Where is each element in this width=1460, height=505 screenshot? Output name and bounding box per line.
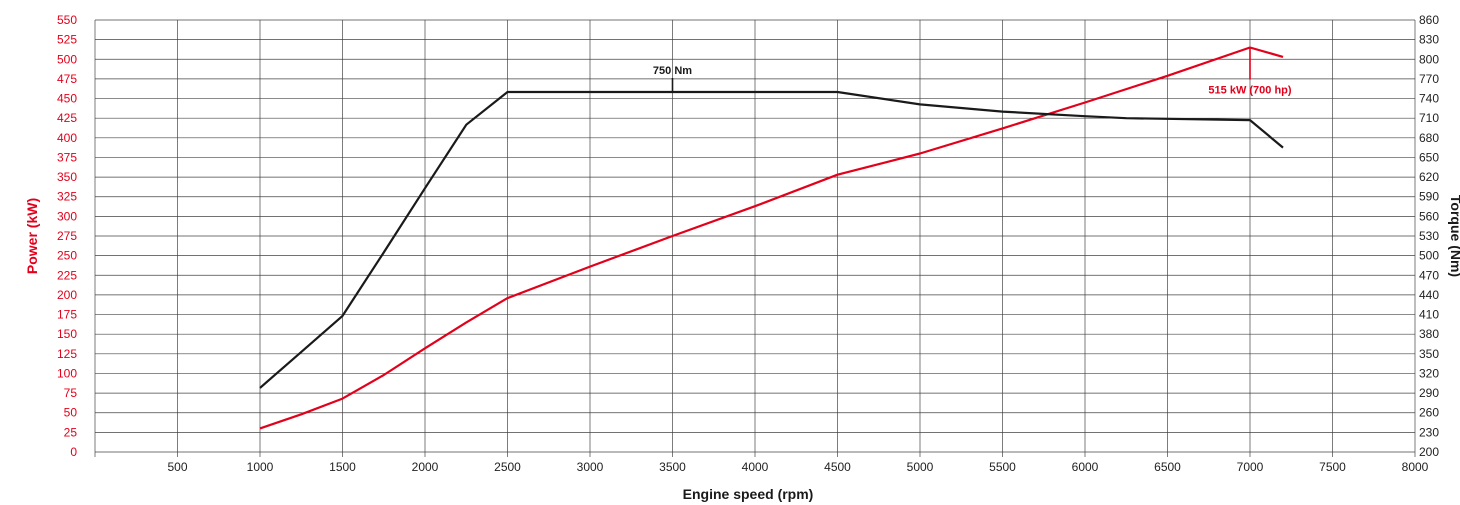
right-tick-label: 530	[1419, 229, 1439, 243]
right-tick-label: 260	[1419, 406, 1439, 420]
x-tick-label: 7000	[1237, 460, 1264, 474]
x-tick-label: 4500	[824, 460, 851, 474]
right-tick-label: 470	[1419, 268, 1439, 282]
right-tick-label: 830	[1419, 33, 1439, 47]
x-tick-label: 8000	[1402, 460, 1429, 474]
left-tick-label: 25	[64, 425, 78, 439]
left-tick-label: 400	[57, 131, 77, 145]
x-tick-label: 6500	[1154, 460, 1181, 474]
right-tick-label: 770	[1419, 72, 1439, 86]
right-tick-label: 590	[1419, 190, 1439, 204]
right-tick-label: 410	[1419, 308, 1439, 322]
left-tick-label: 275	[57, 229, 77, 243]
left-tick-label: 300	[57, 209, 77, 223]
x-tick-label: 4000	[742, 460, 769, 474]
left-tick-label: 50	[64, 406, 78, 420]
right-tick-label: 290	[1419, 386, 1439, 400]
power-series-line	[259, 46, 1284, 430]
left-tick-label: 475	[57, 72, 77, 86]
right-axis-ticks: 200 230 260 290 320 350 380 410 440 470 500 530 560 5…	[1419, 13, 1439, 459]
left-tick-label: 175	[57, 308, 77, 322]
right-axis-title: Torque (Nm)	[1448, 195, 1460, 277]
right-tick-label: 560	[1419, 209, 1439, 223]
left-tick-label: 375	[57, 150, 77, 164]
left-axis-ticks: 0 25 50 75 100 125 150 175 200 225 250 275 300 325 350…	[57, 13, 77, 459]
left-tick-label: 0	[70, 445, 77, 459]
x-tick-label: 6000	[1072, 460, 1099, 474]
left-tick-label: 350	[57, 170, 77, 184]
x-tick-label: 500	[167, 460, 187, 474]
x-tick-label: 7500	[1319, 460, 1346, 474]
right-tick-label: 320	[1419, 366, 1439, 380]
x-axis-title: Engine speed (rpm)	[683, 486, 814, 502]
left-tick-label: 550	[57, 13, 77, 27]
grid	[94, 19, 1416, 457]
left-tick-label: 250	[57, 249, 77, 263]
left-tick-label: 325	[57, 190, 77, 204]
right-tick-label: 620	[1419, 170, 1439, 184]
right-tick-label: 350	[1419, 347, 1439, 361]
right-tick-label: 650	[1419, 150, 1439, 164]
x-tick-label: 1000	[247, 460, 274, 474]
left-tick-label: 125	[57, 347, 77, 361]
left-tick-label: 425	[57, 111, 77, 125]
x-tick-label: 2000	[412, 460, 439, 474]
annotations: 750 Nm 515 kW (700 hp)	[653, 47, 1292, 96]
left-tick-label: 100	[57, 366, 77, 380]
right-tick-label: 680	[1419, 131, 1439, 145]
left-tick-label: 500	[57, 52, 77, 66]
series	[259, 46, 1284, 430]
right-tick-label: 500	[1419, 249, 1439, 263]
x-tick-label: 5000	[907, 460, 934, 474]
left-tick-label: 450	[57, 92, 77, 106]
right-tick-label: 380	[1419, 327, 1439, 341]
x-tick-label: 3000	[577, 460, 604, 474]
torque-series-line	[259, 90, 1284, 389]
torque-peak-label: 750 Nm	[653, 65, 692, 77]
x-tick-label: 3500	[659, 460, 686, 474]
left-tick-label: 150	[57, 327, 77, 341]
right-tick-label: 200	[1419, 445, 1439, 459]
left-tick-label: 525	[57, 33, 77, 47]
power-peak-label: 515 kW (700 hp)	[1208, 84, 1291, 96]
right-tick-label: 740	[1419, 92, 1439, 106]
x-tick-label: 2500	[494, 460, 521, 474]
right-tick-label: 440	[1419, 288, 1439, 302]
right-tick-label: 230	[1419, 425, 1439, 439]
right-tick-label: 710	[1419, 111, 1439, 125]
left-tick-label: 75	[64, 386, 78, 400]
left-tick-label: 200	[57, 288, 77, 302]
x-axis-ticks: 500 1000 1500 2000 2500 3000 3500 4000 4500 5000 5…	[167, 460, 1428, 474]
right-tick-label: 860	[1419, 13, 1439, 27]
x-tick-label: 5500	[989, 460, 1016, 474]
right-tick-label: 800	[1419, 52, 1439, 66]
left-axis-title: Power (kW)	[24, 198, 40, 274]
x-tick-label: 1500	[329, 460, 356, 474]
left-tick-label: 225	[57, 268, 77, 282]
